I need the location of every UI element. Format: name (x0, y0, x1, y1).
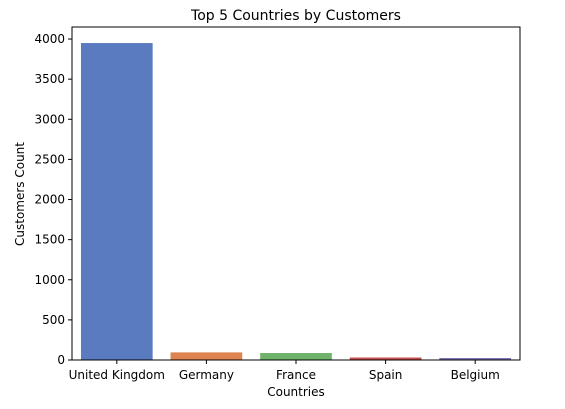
y-tick-label: 0 (57, 353, 65, 367)
y-axis-title: Customers Count (13, 142, 27, 246)
bar-germany (170, 352, 243, 360)
y-tick-label: 2500 (34, 152, 65, 166)
bar-spain (349, 357, 422, 360)
y-tick-label: 3500 (34, 72, 65, 86)
x-axis: United Kingdom Germany France Spain Belgium (69, 360, 500, 382)
bar-belgium (439, 357, 512, 360)
x-tick-label: France (276, 368, 316, 382)
bars (80, 43, 512, 361)
bar-france (260, 353, 332, 360)
chart-title: Top 5 Countries by Customers (190, 8, 401, 24)
y-tick-label: 3000 (34, 112, 65, 126)
plot-frame (71, 26, 521, 361)
y-tick-label: 2000 (34, 193, 65, 207)
x-tick-label: Belgium (451, 368, 500, 382)
y-tick-label: 4000 (34, 32, 65, 46)
x-axis-title: Countries (267, 385, 325, 399)
y-tick-label: 1500 (34, 233, 65, 247)
x-tick-label: Spain (369, 368, 403, 382)
y-tick-label: 500 (42, 313, 65, 327)
bar-united-kingdom (80, 43, 153, 361)
x-tick-label: United Kingdom (69, 368, 165, 382)
x-tick-label: Germany (179, 368, 234, 382)
y-axis: 0 500 1000 1500 2000 2500 3000 3500 4000 (34, 32, 72, 367)
y-tick-label: 1000 (34, 273, 65, 287)
